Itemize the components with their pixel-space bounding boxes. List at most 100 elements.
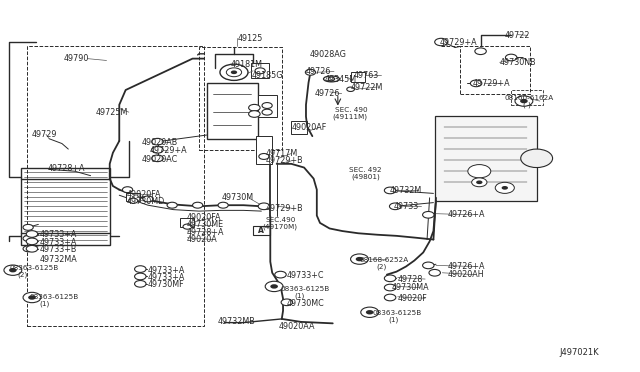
Text: 49729+A: 49729+A xyxy=(149,147,187,155)
Circle shape xyxy=(4,265,22,275)
Circle shape xyxy=(422,262,434,269)
Circle shape xyxy=(134,280,146,287)
Text: 49726+A: 49726+A xyxy=(447,210,485,219)
Text: 49181M: 49181M xyxy=(231,60,263,69)
Circle shape xyxy=(248,105,260,111)
Circle shape xyxy=(502,186,508,190)
Circle shape xyxy=(152,155,163,161)
Text: 49020AB: 49020AB xyxy=(141,138,178,147)
Circle shape xyxy=(134,266,146,272)
Circle shape xyxy=(366,310,374,314)
Circle shape xyxy=(435,38,447,46)
Text: 49726+A: 49726+A xyxy=(447,262,485,271)
Text: 08363-6125B: 08363-6125B xyxy=(280,286,330,292)
Circle shape xyxy=(26,246,38,252)
Text: 49020FA: 49020FA xyxy=(186,213,221,222)
Text: 49185G: 49185G xyxy=(252,71,284,80)
Text: 49726: 49726 xyxy=(306,67,332,76)
Text: 49729+A: 49729+A xyxy=(440,38,477,47)
Bar xyxy=(20,167,109,245)
Text: 49020AA: 49020AA xyxy=(278,322,315,331)
Bar xyxy=(125,193,140,201)
Circle shape xyxy=(255,68,265,74)
Text: 08363-6125B: 08363-6125B xyxy=(9,265,58,271)
Circle shape xyxy=(259,154,269,160)
Circle shape xyxy=(385,275,396,282)
Text: J497021K: J497021K xyxy=(559,349,599,357)
Text: 49725M: 49725M xyxy=(96,108,128,117)
Text: 49717M: 49717M xyxy=(266,149,298,158)
Text: SEC.490: SEC.490 xyxy=(266,217,296,223)
Text: (49801): (49801) xyxy=(351,174,380,180)
Text: SEC. 490: SEC. 490 xyxy=(335,107,368,113)
Circle shape xyxy=(26,238,38,245)
Text: 49733+A: 49733+A xyxy=(40,230,77,239)
Text: 49732M: 49732M xyxy=(390,186,422,195)
Text: 08363-6125B: 08363-6125B xyxy=(29,294,79,300)
Text: 49728+A: 49728+A xyxy=(186,228,224,237)
Text: (1): (1) xyxy=(294,292,305,299)
Text: 49728: 49728 xyxy=(397,275,423,283)
Text: A: A xyxy=(259,226,264,235)
Text: 49763: 49763 xyxy=(353,71,378,80)
Circle shape xyxy=(521,149,552,167)
Circle shape xyxy=(122,187,132,193)
Text: 49732MB: 49732MB xyxy=(218,317,256,326)
Text: 49730ME: 49730ME xyxy=(186,220,223,229)
Text: 49730MD: 49730MD xyxy=(126,197,164,206)
Text: 49729+B: 49729+B xyxy=(266,156,303,166)
Bar xyxy=(251,63,269,78)
Circle shape xyxy=(361,307,379,317)
Bar xyxy=(460,46,531,94)
Circle shape xyxy=(385,187,396,194)
Circle shape xyxy=(475,48,486,55)
Circle shape xyxy=(515,96,533,106)
Text: 49028AG: 49028AG xyxy=(310,51,347,60)
Circle shape xyxy=(262,109,272,115)
Text: (1): (1) xyxy=(40,300,50,307)
Circle shape xyxy=(231,70,237,74)
Circle shape xyxy=(262,103,272,109)
Text: (49170M): (49170M) xyxy=(262,223,298,230)
Text: 49733+A: 49733+A xyxy=(148,266,186,275)
Text: 49730MF: 49730MF xyxy=(148,280,184,289)
Text: SEC. 492: SEC. 492 xyxy=(349,167,382,173)
Circle shape xyxy=(385,294,396,301)
Text: (2): (2) xyxy=(376,263,387,270)
Text: 49733: 49733 xyxy=(394,202,419,211)
Circle shape xyxy=(143,196,153,202)
Text: ( ): ( ) xyxy=(523,102,531,108)
Bar xyxy=(291,121,307,134)
Bar xyxy=(511,90,543,105)
Circle shape xyxy=(218,202,228,208)
Circle shape xyxy=(347,87,355,92)
Text: 49020AH: 49020AH xyxy=(447,270,484,279)
Text: 49020A: 49020A xyxy=(186,235,217,244)
Circle shape xyxy=(520,99,528,103)
Text: 49732MA: 49732MA xyxy=(40,254,77,264)
Circle shape xyxy=(351,254,369,264)
Text: 49722: 49722 xyxy=(505,31,531,40)
Circle shape xyxy=(281,299,292,306)
Bar xyxy=(256,136,272,164)
Circle shape xyxy=(193,202,203,208)
Circle shape xyxy=(390,203,401,210)
Circle shape xyxy=(134,273,146,280)
Bar xyxy=(257,95,276,116)
Circle shape xyxy=(328,77,335,81)
Text: (49111M): (49111M) xyxy=(333,113,368,120)
Bar xyxy=(180,218,194,227)
Circle shape xyxy=(258,203,269,210)
Circle shape xyxy=(129,198,138,203)
Circle shape xyxy=(476,180,483,184)
Circle shape xyxy=(28,295,36,300)
Circle shape xyxy=(470,80,482,87)
Text: 49726: 49726 xyxy=(315,89,340,98)
Text: 49790: 49790 xyxy=(64,54,89,63)
Text: 49733+A: 49733+A xyxy=(40,238,77,247)
Text: 49730MA: 49730MA xyxy=(392,283,429,292)
Circle shape xyxy=(429,269,440,276)
Text: 49345M: 49345M xyxy=(325,75,357,84)
Circle shape xyxy=(248,111,260,117)
Circle shape xyxy=(472,178,487,187)
